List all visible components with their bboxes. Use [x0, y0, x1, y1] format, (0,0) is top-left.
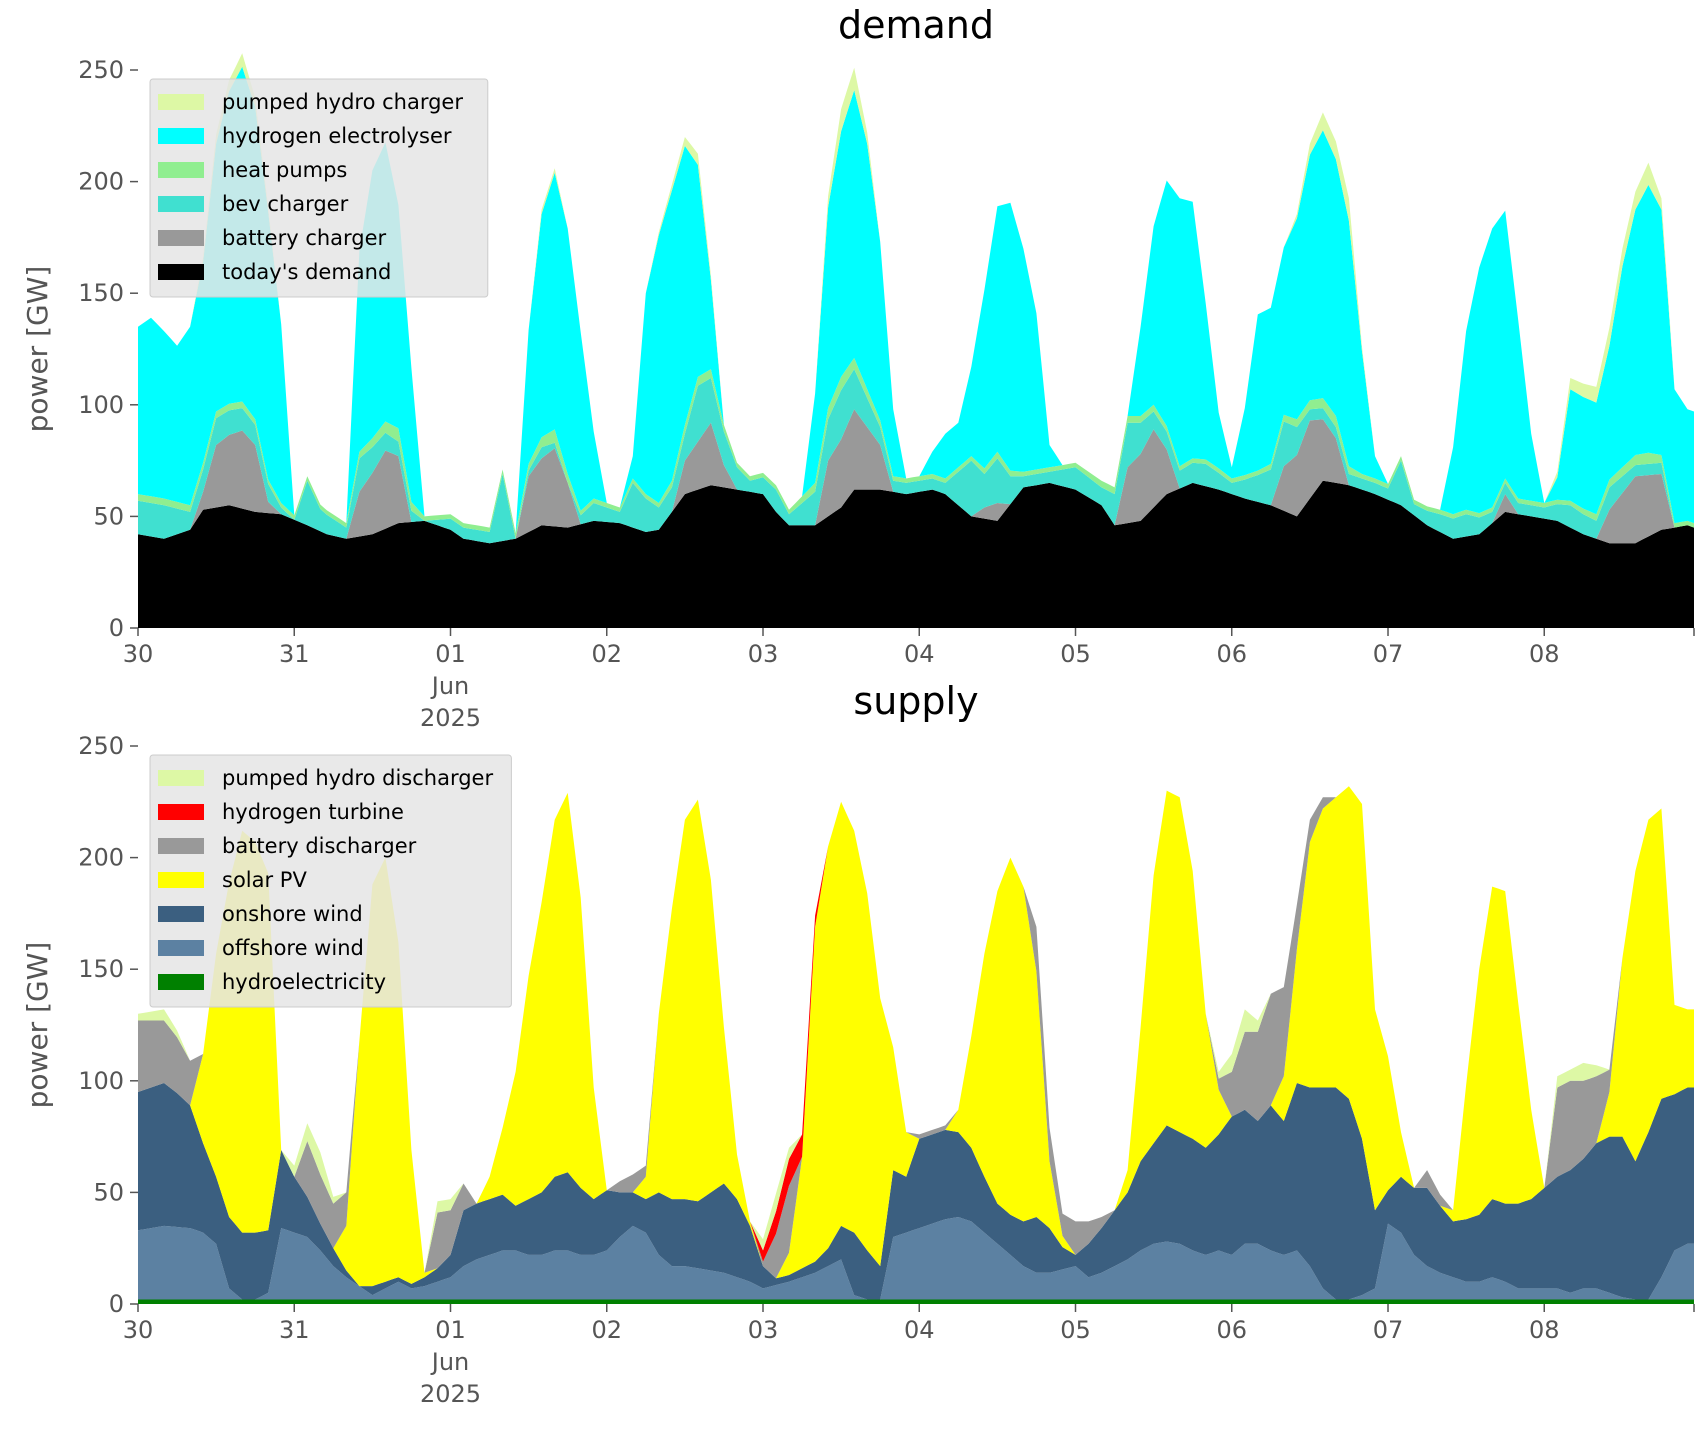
y-tick-label: 150 — [78, 279, 124, 307]
legend-entry: heat pumps — [222, 158, 347, 182]
legend: pumped hydro discharger hydrogen turbine b… — [149, 754, 512, 1008]
x-tick-label: 08 — [1529, 1316, 1560, 1344]
y-tick-label: 0 — [109, 614, 124, 642]
legend-entry: solar PV — [222, 868, 307, 892]
legend-entry: pumped hydro discharger — [222, 766, 493, 790]
legend-swatch — [158, 94, 204, 110]
legend-swatch — [158, 770, 204, 786]
x-tick-label: 07 — [1373, 1316, 1404, 1344]
legend-entry: today's demand — [222, 260, 391, 284]
x-tick-sublabel: 2025 — [420, 1380, 481, 1408]
legend-entry: pumped hydro charger — [222, 90, 463, 114]
y-tick-label: 50 — [93, 502, 124, 530]
legend-swatch — [158, 128, 204, 144]
y-tick-label: 100 — [78, 391, 124, 419]
legend-entry: hydroelectricity — [222, 970, 386, 994]
x-tick-label: 06 — [1216, 1316, 1247, 1344]
x-tick-label: 07 — [1373, 640, 1404, 668]
legend-swatch — [158, 196, 204, 212]
x-tick-sublabel: 2025 — [420, 704, 481, 732]
legend-swatch — [158, 872, 204, 888]
x-tick-label: 01 — [435, 640, 466, 668]
legend-box — [149, 754, 512, 1008]
series-area-solar-pv — [138, 786, 1694, 1287]
x-tick-label: 30 — [123, 1316, 154, 1344]
legend-entry: battery discharger — [222, 834, 417, 858]
chart-title: demand — [838, 3, 994, 47]
x-tick-sublabel: Jun — [430, 1348, 470, 1376]
legend-entry: hydrogen turbine — [222, 800, 404, 824]
x-tick-label: 08 — [1529, 640, 1560, 668]
legend-entry: onshore wind — [222, 902, 363, 926]
x-tick-label: 01 — [435, 1316, 466, 1344]
x-tick-label: 02 — [591, 1316, 622, 1344]
y-tick-label: 250 — [78, 732, 124, 760]
stacked-areas — [138, 786, 1694, 1304]
legend-box — [149, 78, 489, 298]
x-tick-label: 31 — [279, 1316, 310, 1344]
series-area-hydroelectricity — [138, 1299, 1694, 1304]
y-tick-label: 0 — [109, 1290, 124, 1318]
stacked-areas — [138, 53, 1694, 628]
legend-swatch — [158, 906, 204, 922]
legend-entry: offshore wind — [222, 936, 364, 960]
legend-swatch — [158, 940, 204, 956]
x-tick-label: 06 — [1216, 640, 1247, 668]
x-tick-label: 05 — [1060, 640, 1091, 668]
y-tick-label: 100 — [78, 1067, 124, 1095]
x-tick-label: 31 — [279, 640, 310, 668]
legend-swatch — [158, 264, 204, 280]
y-tick-label: 150 — [78, 955, 124, 983]
legend-entry: bev charger — [222, 192, 349, 216]
legend-entry: battery charger — [222, 226, 387, 250]
y-axis-label: power [GW] — [21, 942, 54, 1109]
series-area-battery-charger — [138, 409, 1694, 544]
y-tick-label: 50 — [93, 1178, 124, 1206]
y-tick-label: 200 — [78, 168, 124, 196]
series-area-onshore-wind — [138, 1083, 1694, 1300]
x-tick-label: 30 — [123, 640, 154, 668]
series-area-offshore-wind — [138, 1217, 1694, 1300]
x-tick-label: 04 — [904, 1316, 935, 1344]
x-tick-label: 05 — [1060, 1316, 1091, 1344]
x-tick-label: 04 — [904, 640, 935, 668]
y-axis-label: power [GW] — [21, 266, 54, 433]
chart-title: supply — [853, 679, 978, 723]
legend-swatch — [158, 838, 204, 854]
legend-swatch — [158, 974, 204, 990]
legend-swatch — [158, 804, 204, 820]
x-tick-label: 03 — [748, 1316, 779, 1344]
legend-swatch — [158, 162, 204, 178]
series-area-today-s-demand — [138, 480, 1694, 628]
y-tick-label: 200 — [78, 844, 124, 872]
x-tick-sublabel: Jun — [430, 672, 470, 700]
legend: pumped hydro charger hydrogen electrolyse… — [149, 78, 489, 298]
series-area-pumped-hydro-charger — [138, 53, 1694, 534]
series-area-hydrogen-electrolyser — [138, 66, 1694, 534]
y-tick-label: 250 — [78, 56, 124, 84]
legend-entry: hydrogen electrolyser — [222, 124, 452, 148]
x-tick-label: 02 — [591, 640, 622, 668]
legend-swatch — [158, 230, 204, 246]
x-tick-label: 03 — [748, 640, 779, 668]
